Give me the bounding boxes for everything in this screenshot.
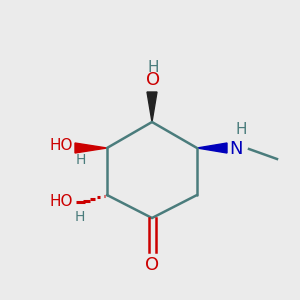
Text: H: H [76,153,86,167]
Polygon shape [147,92,157,122]
Text: HO: HO [50,137,73,152]
Text: H: H [75,210,85,224]
Text: H: H [147,60,159,75]
Text: HO: HO [50,194,73,209]
Text: O: O [145,256,159,274]
Polygon shape [75,143,107,153]
Polygon shape [197,143,227,153]
Text: O: O [146,71,160,89]
Text: H: H [235,122,247,137]
Text: N: N [229,140,242,158]
